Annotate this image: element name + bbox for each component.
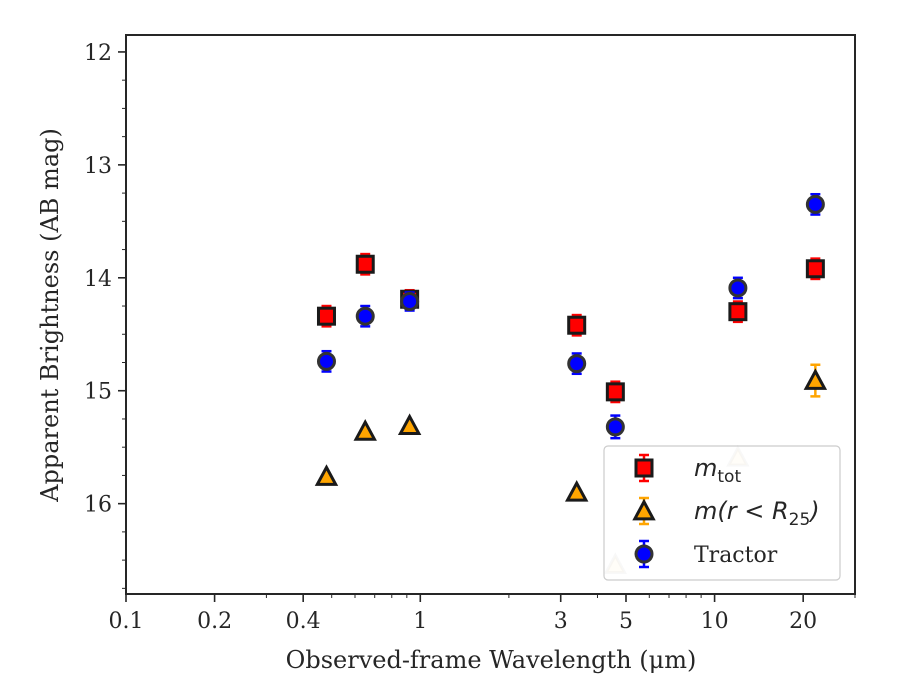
y-tick-label: 16 — [84, 493, 112, 518]
data-point-triangle — [564, 480, 589, 502]
x-tick-label: 3 — [554, 609, 568, 634]
legend-item: Tractor — [634, 539, 778, 569]
legend-item: mtot — [634, 453, 741, 487]
x-tick-label: 1 — [413, 609, 427, 634]
data-point-circle — [316, 351, 336, 371]
data-point-circle — [605, 417, 625, 437]
data-point-square — [567, 315, 587, 335]
x-tick-label: 0.1 — [109, 609, 144, 634]
legend: mtot m(r < R25) Tractor — [603, 445, 841, 581]
y-tick-label: 15 — [84, 380, 112, 405]
y-tick-label: 12 — [84, 41, 112, 66]
data-point-square — [805, 259, 825, 279]
data-point-square — [316, 306, 336, 326]
data-point-square — [605, 382, 625, 402]
y-axis-title: Apparent Brightness (AB mag) — [36, 128, 64, 503]
legend-marker-triangle — [632, 498, 656, 521]
plot-frame — [125, 34, 856, 595]
legend-marker-square — [634, 458, 654, 478]
data-point-triangle — [353, 419, 377, 441]
data-point-triangle — [803, 368, 828, 390]
data-point-triangle — [314, 464, 339, 486]
x-tick-label: 0.4 — [286, 609, 321, 634]
series-square — [316, 252, 825, 404]
series-circle — [316, 192, 825, 440]
legend-box — [603, 445, 841, 581]
data-point-circle — [728, 278, 748, 298]
x-tick-label: 0.2 — [197, 609, 232, 634]
legend-label: mtot — [694, 454, 741, 487]
data-point-square — [355, 254, 375, 274]
legend-label: m(r < R25) — [694, 497, 820, 530]
x-tick-label: 20 — [789, 609, 817, 634]
data-point-circle — [355, 306, 375, 326]
x-tick-label: 5 — [619, 609, 633, 634]
legend-marker-circle — [634, 544, 654, 564]
data-point-circle — [400, 292, 420, 312]
legend-item: m(r < R25) — [632, 496, 820, 530]
legend-label: Tractor — [694, 543, 778, 568]
y-tick-label: 13 — [84, 154, 112, 179]
data-point-circle — [567, 354, 587, 374]
x-tick-label: 10 — [701, 609, 729, 634]
data-point-triangle — [397, 413, 422, 436]
y-tick-label: 14 — [84, 267, 112, 292]
data-point-square — [728, 302, 748, 322]
data-point-circle — [805, 194, 825, 214]
x-axis-title: Observed-frame Wavelength (μm) — [286, 646, 697, 674]
